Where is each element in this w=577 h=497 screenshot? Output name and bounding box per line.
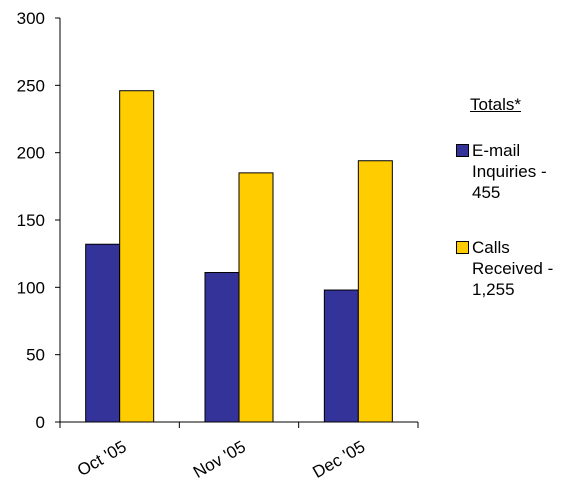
y-tick-label: 200: [17, 144, 45, 163]
y-tick-label: 150: [17, 211, 45, 230]
legend-swatch: [456, 241, 469, 254]
bar: [119, 90, 155, 423]
bar: [238, 172, 274, 423]
legend-label: E-mail Inquiries - 455: [472, 141, 547, 202]
legend-swatch: [456, 144, 469, 157]
x-tick-label: Oct '05: [74, 437, 130, 480]
bar: [323, 289, 359, 423]
y-tick-label: 300: [17, 9, 45, 28]
legend-label: Calls Received - 1,255: [472, 238, 554, 299]
legend-title: Totals*: [470, 95, 522, 114]
y-tick-label: 250: [17, 76, 45, 95]
y-tick-label: 0: [36, 413, 45, 432]
x-tick-label: Nov '05: [190, 437, 249, 482]
y-tick-label: 50: [26, 346, 45, 365]
bar: [204, 272, 240, 423]
y-tick-label: 100: [17, 278, 45, 297]
x-tick-label: Dec '05: [309, 437, 368, 482]
bar: [357, 160, 393, 423]
bar: [85, 243, 121, 423]
